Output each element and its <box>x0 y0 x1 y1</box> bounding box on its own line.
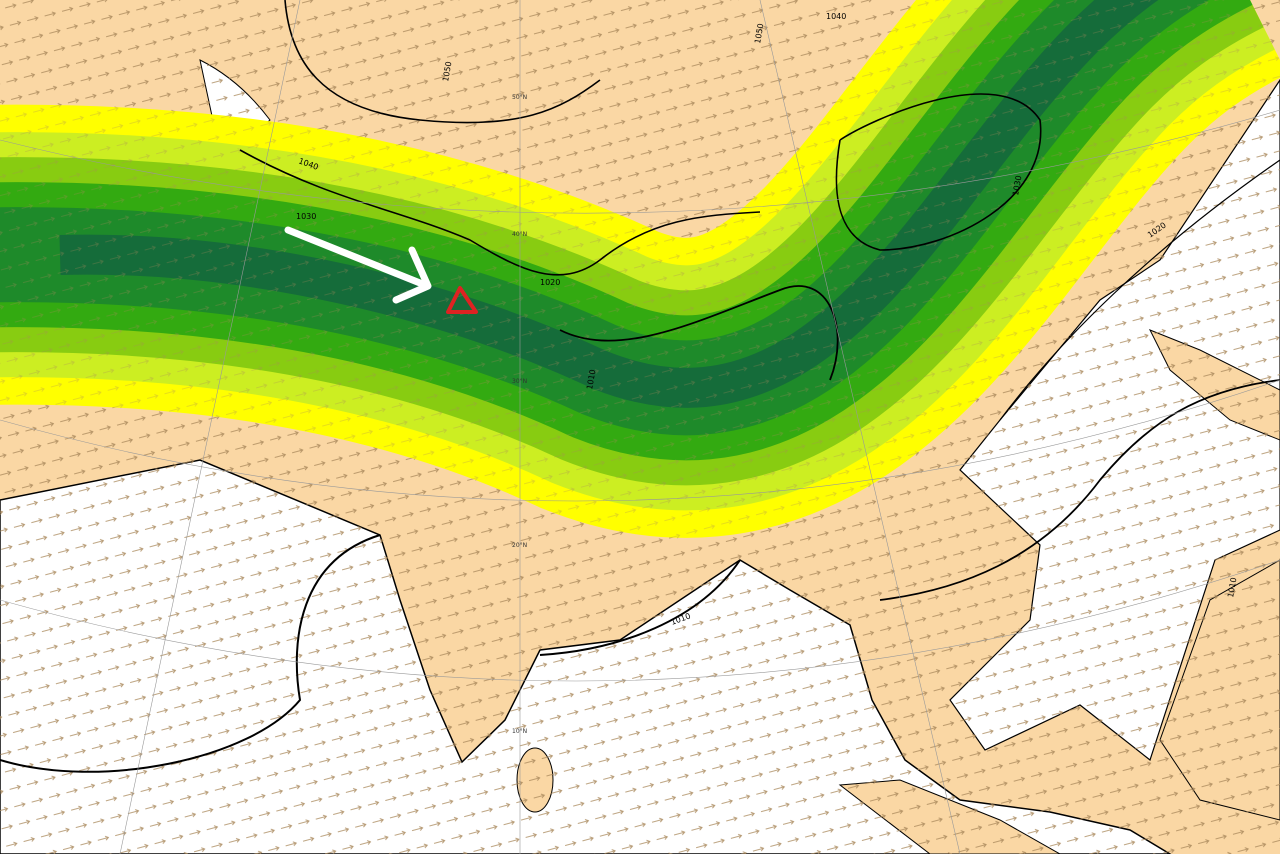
flow-arrow <box>284 226 432 304</box>
latitude-label: 20°N <box>512 542 527 549</box>
latitude-line <box>0 559 1280 682</box>
isobar-label: 1050 <box>753 23 765 45</box>
arrow-head <box>392 246 432 304</box>
isobar <box>559 285 839 381</box>
latitude-line <box>0 379 1280 502</box>
isobars <box>0 0 1280 773</box>
isobar-label: 1040 <box>826 12 846 21</box>
latitude-label: 30°N <box>512 378 527 385</box>
location-marker <box>446 286 478 314</box>
isobar-label: 1010 <box>1226 577 1238 599</box>
isobar-label: 1010 <box>585 369 597 391</box>
longitude-line <box>119 0 301 854</box>
arrow-shaft <box>284 226 429 289</box>
latitude-line <box>0 109 1280 214</box>
isobar <box>239 149 761 276</box>
isobar <box>0 534 381 773</box>
isobar-label: 1050 <box>441 61 453 83</box>
isobar-label: 1020 <box>540 278 560 287</box>
isobar-label: 1030 <box>296 212 316 221</box>
isobar <box>539 559 741 656</box>
isobar <box>879 379 1280 601</box>
isobar <box>284 0 601 124</box>
latitude-label: 10°N <box>512 728 527 735</box>
latitude-label: 50°N <box>512 94 527 101</box>
longitude-line <box>759 0 961 854</box>
isobar <box>999 159 1280 421</box>
latitude-labels: 50°N 40°N 30°N 20°N 10°N <box>512 94 527 735</box>
isobar-label: 1030 <box>1011 175 1023 197</box>
isobar <box>835 93 1042 251</box>
latitude-label: 40°N <box>512 231 527 238</box>
